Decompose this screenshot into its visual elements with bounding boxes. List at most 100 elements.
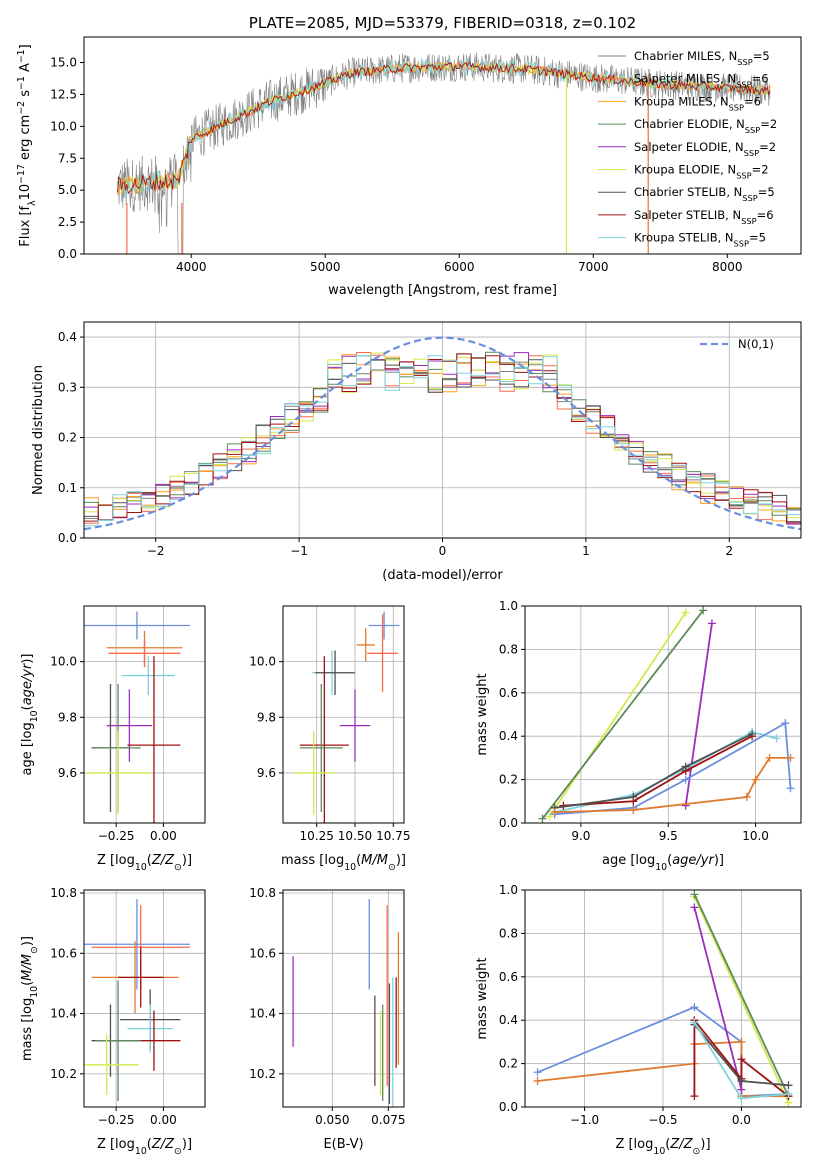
weight-point	[690, 1018, 699, 1027]
weight-point	[751, 775, 760, 784]
x-tick-label: 5000	[310, 260, 341, 274]
x-tick-label: 0.00	[150, 1113, 177, 1127]
weight-point	[737, 1076, 746, 1085]
x-tick-label: −0.25	[98, 1113, 135, 1127]
y-axis-label: mass weight	[475, 673, 490, 755]
histogram-series	[84, 355, 801, 527]
x-axis-label: (data-model)/error	[382, 568, 503, 583]
weight-point	[781, 719, 790, 728]
weight-series	[563, 735, 753, 807]
y-axis-label: Flux [fλ10−17 erg cm−2 s−1 A−1]	[16, 44, 38, 246]
y-tick-label: 0.6	[499, 970, 518, 984]
y-tick-label: 0.0	[499, 1100, 518, 1114]
axes-frame	[282, 889, 405, 1108]
weight-point	[699, 606, 708, 615]
legend-label: Salpeter STELIB, NSSP=6	[634, 208, 774, 226]
x-tick-label: 7000	[578, 260, 609, 274]
axes-spectrum: 4000 5000 6000 7000 8000 0.0 2.5 5.0 7.5 10.0 12.5…	[50, 36, 802, 274]
y-tick-label: 0.4	[58, 330, 77, 344]
y-tick-label: 1.0	[499, 883, 518, 897]
y-tick-label: 0.8	[499, 642, 518, 656]
y-tick-label: 10.2	[249, 1067, 276, 1081]
x-tick-label: −2	[147, 544, 165, 558]
weight-series	[693, 907, 743, 1090]
y-tick-label: 10.0	[249, 655, 276, 669]
axes-frame	[83, 889, 206, 1108]
y-tick-label: 9.8	[257, 710, 276, 724]
y-tick-label: 0.4	[499, 1013, 518, 1027]
y-tick-label: 10.0	[50, 119, 77, 133]
weight-point	[681, 608, 690, 617]
x-tick-label: 0	[439, 544, 447, 558]
x-tick-label: 10.0	[742, 829, 769, 843]
legend-label: Salpeter MILES, NSSP=6	[634, 72, 769, 90]
x-tick-label: 10.75	[376, 829, 410, 843]
weight-point	[707, 619, 716, 628]
gaussian-curve	[84, 336, 801, 531]
y-tick-label: 0.4	[499, 729, 518, 743]
spectrum-model	[117, 61, 771, 195]
x-tick-label: 2	[725, 544, 733, 558]
weight-point	[681, 801, 690, 810]
legend: Chabrier MILES, NSSP=5 Salpeter MILES, NS…	[598, 49, 777, 249]
x-tick-label: 0.00	[150, 829, 177, 843]
legend-label: Kroupa STELIB, NSSP=5	[634, 231, 766, 249]
weight-series	[693, 893, 790, 1097]
weight-point	[690, 1092, 699, 1101]
axes-mass_vs_Z: −0.25 0.00 10.2 10.4 10.6 10.8	[50, 886, 206, 1127]
weight-point	[786, 753, 795, 762]
weight-point	[533, 1076, 542, 1085]
weight-point	[533, 1068, 542, 1077]
y-tick-label: 10.0	[50, 655, 77, 669]
y-tick-label: 9.6	[58, 766, 77, 780]
weight-point	[681, 775, 690, 784]
y-tick-label: 0.6	[499, 686, 518, 700]
x-tick-label: 9.5	[659, 829, 678, 843]
y-tick-label: 0.3	[58, 380, 77, 394]
axes-frame	[282, 605, 405, 824]
y-tick-label: 0.0	[499, 816, 518, 830]
weight-point	[748, 730, 757, 739]
weight-point	[765, 753, 774, 762]
x-tick-label: 0.075	[371, 1113, 405, 1127]
weight-series	[554, 721, 792, 816]
spectrum-model	[117, 57, 771, 198]
weight-point	[737, 1037, 746, 1046]
x-tick-label: 1	[582, 544, 590, 558]
y-tick-label: 5.0	[58, 183, 77, 197]
x-axis-label: wavelength [Angstrom, rest frame]	[328, 283, 557, 298]
y-tick-label: 7.5	[58, 151, 77, 165]
weight-point	[772, 734, 781, 743]
y-tick-label: 0.1	[58, 481, 77, 495]
x-tick-label: 10.50	[338, 829, 372, 843]
weight-point	[784, 1081, 793, 1090]
chart-title: PLATE=2085, MJD=53379, FIBERID=0318, z=0…	[249, 14, 636, 32]
axes-frame	[83, 321, 802, 539]
weight-point	[737, 1085, 746, 1094]
x-tick-label: −1.0	[570, 1113, 599, 1127]
legend-label: N(0,1)	[738, 337, 774, 351]
y-axis-label: Normed distribution	[31, 365, 46, 495]
y-tick-label: 0.8	[499, 926, 518, 940]
x-axis-label: age [log10(age/yr)]	[602, 853, 724, 873]
x-tick-label: 8000	[712, 260, 743, 274]
weight-point	[629, 792, 638, 801]
y-tick-label: 0.2	[499, 773, 518, 787]
weight-series	[684, 623, 713, 806]
x-tick-label: −0.5	[648, 1113, 677, 1127]
x-axis-label: Z [log10(Z/Z⊙)]	[97, 853, 192, 873]
axes-frame	[83, 36, 802, 255]
y-tick-label: 12.5	[50, 87, 77, 101]
x-tick-label: 0.050	[315, 1113, 349, 1127]
legend-label: Chabrier MILES, NSSP=5	[634, 49, 770, 67]
x-axis-label: E(B-V)	[323, 1137, 363, 1152]
x-tick-label: 10.25	[300, 829, 334, 843]
axes-age_vs_Z: −0.25 0.00 9.6 9.8 10.0	[50, 605, 206, 843]
y-tick-label: 1.0	[499, 599, 518, 613]
y-tick-label: 9.6	[257, 766, 276, 780]
y-tick-label: 0.2	[58, 431, 77, 445]
axes-frame	[524, 605, 802, 824]
x-tick-label: 6000	[444, 260, 475, 274]
weight-point	[690, 890, 699, 899]
x-tick-label: −0.25	[98, 829, 135, 843]
